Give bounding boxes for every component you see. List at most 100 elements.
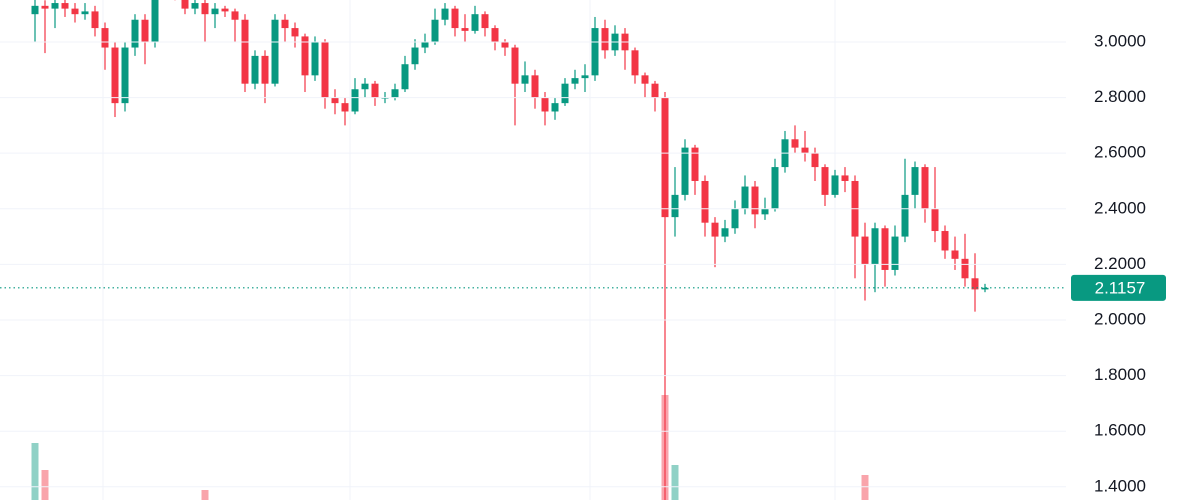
- candle-body: [41, 5, 49, 9]
- candle-body: [271, 19, 279, 84]
- candle-body: [531, 75, 539, 98]
- candle-body: [481, 14, 489, 29]
- candle-body: [921, 167, 929, 209]
- candle-body: [561, 83, 569, 104]
- candle-body: [261, 55, 269, 84]
- candle-body: [751, 186, 759, 215]
- candle-body: [501, 41, 509, 48]
- candle-body: [571, 78, 579, 84]
- candle-body: [321, 41, 329, 98]
- candle-body: [461, 28, 469, 31]
- candle-body: [251, 55, 259, 84]
- candle-body: [681, 147, 689, 195]
- candle-body: [741, 186, 749, 209]
- candle-body: [901, 194, 909, 237]
- plot-area: [31, 0, 989, 500]
- volume-bar: [861, 475, 869, 500]
- candle-body: [711, 222, 719, 237]
- y-tick-label: 2.8000: [1094, 87, 1146, 106]
- grid: [102, 0, 836, 500]
- candle-body: [821, 167, 829, 195]
- candle-body: [591, 28, 599, 76]
- candle-body: [701, 180, 709, 223]
- candle-body: [371, 83, 379, 98]
- candle-body: [971, 278, 979, 290]
- candle-body: [731, 208, 739, 229]
- candle-body: [931, 208, 939, 232]
- candle-body: [301, 36, 309, 76]
- candle-body: [811, 153, 819, 168]
- candle-body: [91, 11, 99, 29]
- y-tick-label: 1.4000: [1094, 476, 1146, 495]
- candle-body: [961, 258, 969, 279]
- candle-body: [791, 139, 799, 148]
- candle-body: [471, 14, 479, 31]
- y-tick-label: 1.8000: [1094, 365, 1146, 384]
- candle-body: [431, 19, 439, 42]
- candle-body: [111, 47, 119, 104]
- candle-body: [401, 64, 409, 90]
- candle-body: [951, 250, 959, 259]
- candle-body: [581, 75, 589, 79]
- last-price-label: 2.1157: [1095, 278, 1146, 297]
- candle-body: [341, 103, 349, 112]
- candle-body: [981, 287, 989, 290]
- candle-body: [141, 19, 149, 42]
- candle-body: [121, 47, 129, 104]
- volume-bar: [671, 465, 679, 500]
- candle-body: [311, 41, 319, 76]
- candle-body: [241, 19, 249, 84]
- candle-body: [511, 47, 519, 84]
- candle-body: [81, 11, 89, 15]
- candle-body: [291, 28, 299, 37]
- y-tick-label: 2.0000: [1094, 309, 1146, 328]
- candle-body: [221, 8, 229, 12]
- candle-body: [331, 97, 339, 104]
- candle-body: [491, 28, 499, 42]
- candle-body: [211, 8, 219, 15]
- candle-body: [801, 147, 809, 154]
- volume-bar: [41, 470, 49, 500]
- candle-body: [421, 41, 429, 48]
- candle-body: [411, 47, 419, 65]
- candle-body: [281, 19, 289, 29]
- candle-body: [671, 194, 679, 218]
- candle-body: [761, 208, 769, 215]
- candle-body: [151, 0, 159, 42]
- candle-body: [231, 11, 239, 20]
- candle-body: [351, 89, 359, 112]
- candle-body: [51, 3, 59, 9]
- y-tick-label: 2.2000: [1094, 254, 1146, 273]
- candle-body: [691, 147, 699, 181]
- candle-body: [871, 228, 879, 265]
- last-price-box: [1071, 274, 1166, 301]
- candle-body: [181, 0, 189, 9]
- candle-body: [361, 83, 369, 90]
- candle-body: [451, 8, 459, 29]
- candle-body: [721, 228, 729, 237]
- candle-body: [441, 8, 449, 20]
- candle-body: [941, 231, 949, 251]
- y-tick-label: 3.0000: [1094, 31, 1146, 50]
- y-tick-label: 2.4000: [1094, 198, 1146, 217]
- candle-body: [61, 3, 69, 9]
- candle-body: [911, 167, 919, 195]
- candle-body: [661, 97, 669, 218]
- candle-body: [541, 97, 549, 112]
- candle-body: [891, 236, 899, 270]
- volume-bar: [201, 490, 209, 500]
- candle-body: [191, 3, 199, 9]
- volume-bar: [31, 443, 39, 500]
- candle-body: [391, 89, 399, 98]
- candle-body: [601, 28, 609, 51]
- candle-body: [651, 83, 659, 98]
- candle-body: [551, 103, 559, 112]
- candle-body: [31, 5, 39, 15]
- candle-body: [631, 50, 639, 76]
- candle-body: [831, 175, 839, 195]
- candle-body: [641, 75, 649, 84]
- y-tick-label: 2.6000: [1094, 143, 1146, 162]
- candle-body: [881, 228, 889, 270]
- candle-body: [101, 28, 109, 48]
